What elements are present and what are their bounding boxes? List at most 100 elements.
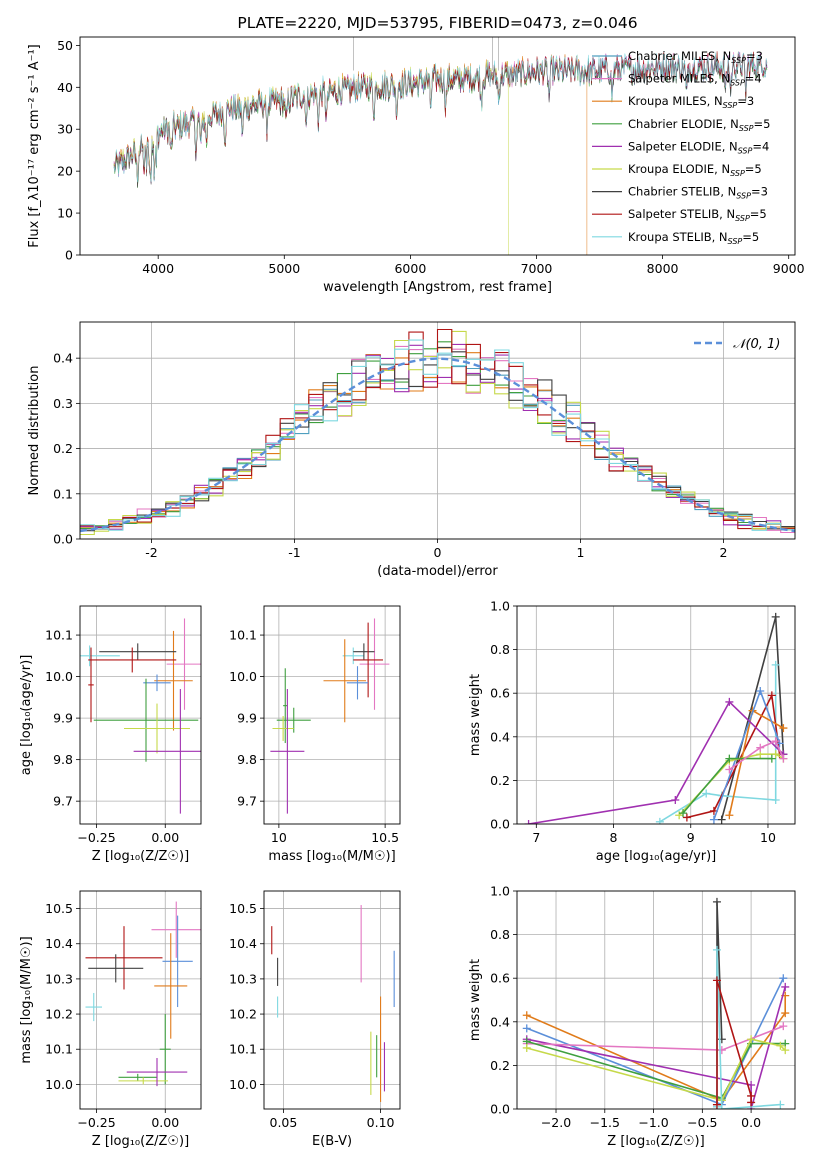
error-bar-point <box>353 622 383 698</box>
y-tick-label: 10.5 <box>229 901 257 916</box>
x-tick-label: −1.5 <box>590 1115 620 1130</box>
y-tick-label: 10.0 <box>229 1077 257 1092</box>
error-bar-point <box>143 674 171 692</box>
axes-frame <box>79 605 202 825</box>
weight-marker <box>717 1105 726 1109</box>
subplot-4: 10 10.5 9.7 9.8 9.9 10.0 10.1 mass [log₁₀(M/M☉)… <box>229 605 401 864</box>
weight-marker <box>725 754 734 763</box>
y-tick-label: 10.4 <box>45 936 73 951</box>
weight-marker <box>756 743 765 752</box>
error-bar-point <box>85 992 102 1022</box>
x-axis-label: E(B-V) <box>312 1134 352 1149</box>
y-tick-label: 50 <box>57 38 73 53</box>
y-tick-label: 0 <box>65 248 73 263</box>
weight-marker <box>771 750 780 759</box>
y-tick-label: 0.6 <box>490 686 510 701</box>
y-tick-label: 0.0 <box>53 532 73 547</box>
weight-marker <box>712 945 721 954</box>
y-axis-label: age [log₁₀(age/yr)] <box>19 655 34 776</box>
error-bar-point <box>118 1073 157 1081</box>
legend-label: Chabrier ELODIE, NSSP=5 <box>628 117 770 133</box>
x-tick-label: 7000 <box>521 261 553 276</box>
y-tick-label: 10.2 <box>229 1007 257 1022</box>
axes-frame <box>263 605 401 825</box>
x-axis-label: mass [log₁₀(M/M☉)] <box>268 849 395 864</box>
weight-series-6 <box>528 700 784 824</box>
x-tick-label: -1 <box>288 545 300 560</box>
subplot-7: 0.05 0.10 10.0 10.1 10.2 10.3 10.4 10.5 E(B-V) <box>229 890 401 1149</box>
axes-frame <box>79 321 796 540</box>
weight-marker <box>671 796 680 805</box>
legend-label: Chabrier STELIB, NSSP=3 <box>628 185 768 201</box>
error-bar-point <box>88 647 177 673</box>
weight-series-1 <box>526 995 786 1102</box>
chart-title: PLATE=2220, MJD=53795, FIBERID=0473, z=0… <box>237 14 637 32</box>
weight-marker <box>771 796 780 805</box>
y-tick-label: 10.3 <box>229 971 257 986</box>
weight-marker <box>779 974 788 983</box>
weight-marker <box>767 691 776 700</box>
subplot-2: -2 -1 0 1 2 0.0 0.1 0.2 0.3 0.4 𝒩(0, 1) (data-model… <box>27 321 796 579</box>
weight-marker <box>702 789 711 798</box>
weight-marker <box>781 1009 790 1018</box>
weight-marker <box>524 820 533 824</box>
y-tick-label: 20 <box>57 164 73 179</box>
x-tick-label: −2.0 <box>541 1115 571 1130</box>
x-tick-label: 8000 <box>647 261 679 276</box>
weight-marker <box>682 813 691 822</box>
error-bar-point <box>154 933 188 1039</box>
y-tick-label: 0.8 <box>490 642 510 657</box>
y-axis-label: Flux [f_λ10⁻¹⁷ erg cm⁻² s⁻¹ A⁻¹] <box>27 44 42 248</box>
axes: 0.05 0.10 10.0 10.1 10.2 10.3 10.4 10.5 E(B-V) <box>229 890 401 1149</box>
weight-marker <box>712 976 721 985</box>
error-bar-point <box>159 1014 171 1085</box>
subplot-3: −0.25 0.00 9.7 9.8 9.9 10.0 10.1 Z [log₁₀(Z/Z☉)… <box>19 605 202 864</box>
y-axis-label: mass [log₁₀(M/M☉)] <box>19 936 34 1063</box>
weight-marker <box>767 754 776 763</box>
y-tick-label: 9.8 <box>53 752 73 767</box>
error-bar-point <box>346 666 369 700</box>
x-tick-label: 10.5 <box>371 830 399 845</box>
weight-marker <box>522 1043 531 1052</box>
weight-marker <box>771 660 780 669</box>
histogram-series-9 <box>80 339 795 531</box>
error-bar-point <box>80 645 120 667</box>
y-tick-label: 10.1 <box>45 628 73 643</box>
y-tick-label: 0.4 <box>53 351 73 366</box>
error-bar-point <box>93 678 199 762</box>
plot-area <box>113 37 768 255</box>
gridlines <box>264 606 400 824</box>
weight-series-2 <box>659 664 777 823</box>
y-axis-label: mass weight <box>468 674 483 756</box>
subplot-5: 7 8 9 10 0.0 0.2 0.4 0.6 0.8 1.0 age [log₁₀(age/yr… <box>468 599 796 864</box>
weight-marker <box>709 815 718 824</box>
x-axis-label: Z [log₁₀(Z/Z☉)] <box>92 849 189 864</box>
plot-area <box>522 897 790 1109</box>
plot-area <box>80 618 201 814</box>
x-tick-label: 4000 <box>142 261 174 276</box>
axes-frame <box>263 890 401 1110</box>
legend: Chabrier MILES, NSSP=3 Salpeter MILES, NS… <box>592 49 770 246</box>
weight-marker <box>712 1100 721 1109</box>
x-tick-label: 10 <box>271 830 287 845</box>
gridlines <box>80 606 201 824</box>
weight-marker <box>522 1011 531 1020</box>
error-bar-point <box>162 915 193 1008</box>
error-bar-point <box>85 926 163 990</box>
x-axis-label: Z [log₁₀(Z/Z☉)] <box>92 1134 189 1149</box>
y-tick-label: 10.1 <box>45 1042 73 1057</box>
axes: 10 10.5 9.7 9.8 9.9 10.0 10.1 mass [log₁₀(M/M☉)… <box>229 605 401 864</box>
spectrum-series-9 <box>113 51 768 183</box>
legend-label: Kroupa ELODIE, NSSP=5 <box>628 162 762 178</box>
x-tick-label: 8 <box>610 830 618 845</box>
error-bar-point <box>166 618 201 710</box>
error-bar-point <box>133 689 201 814</box>
weight-marker <box>725 697 734 706</box>
legend-label: Kroupa STELIB, NSSP=5 <box>628 230 759 246</box>
axes-frame <box>79 36 796 256</box>
x-tick-label: 9 <box>687 830 695 845</box>
weight-marker <box>779 754 788 763</box>
plot-area <box>85 901 201 1087</box>
weight-marker <box>747 1098 756 1107</box>
